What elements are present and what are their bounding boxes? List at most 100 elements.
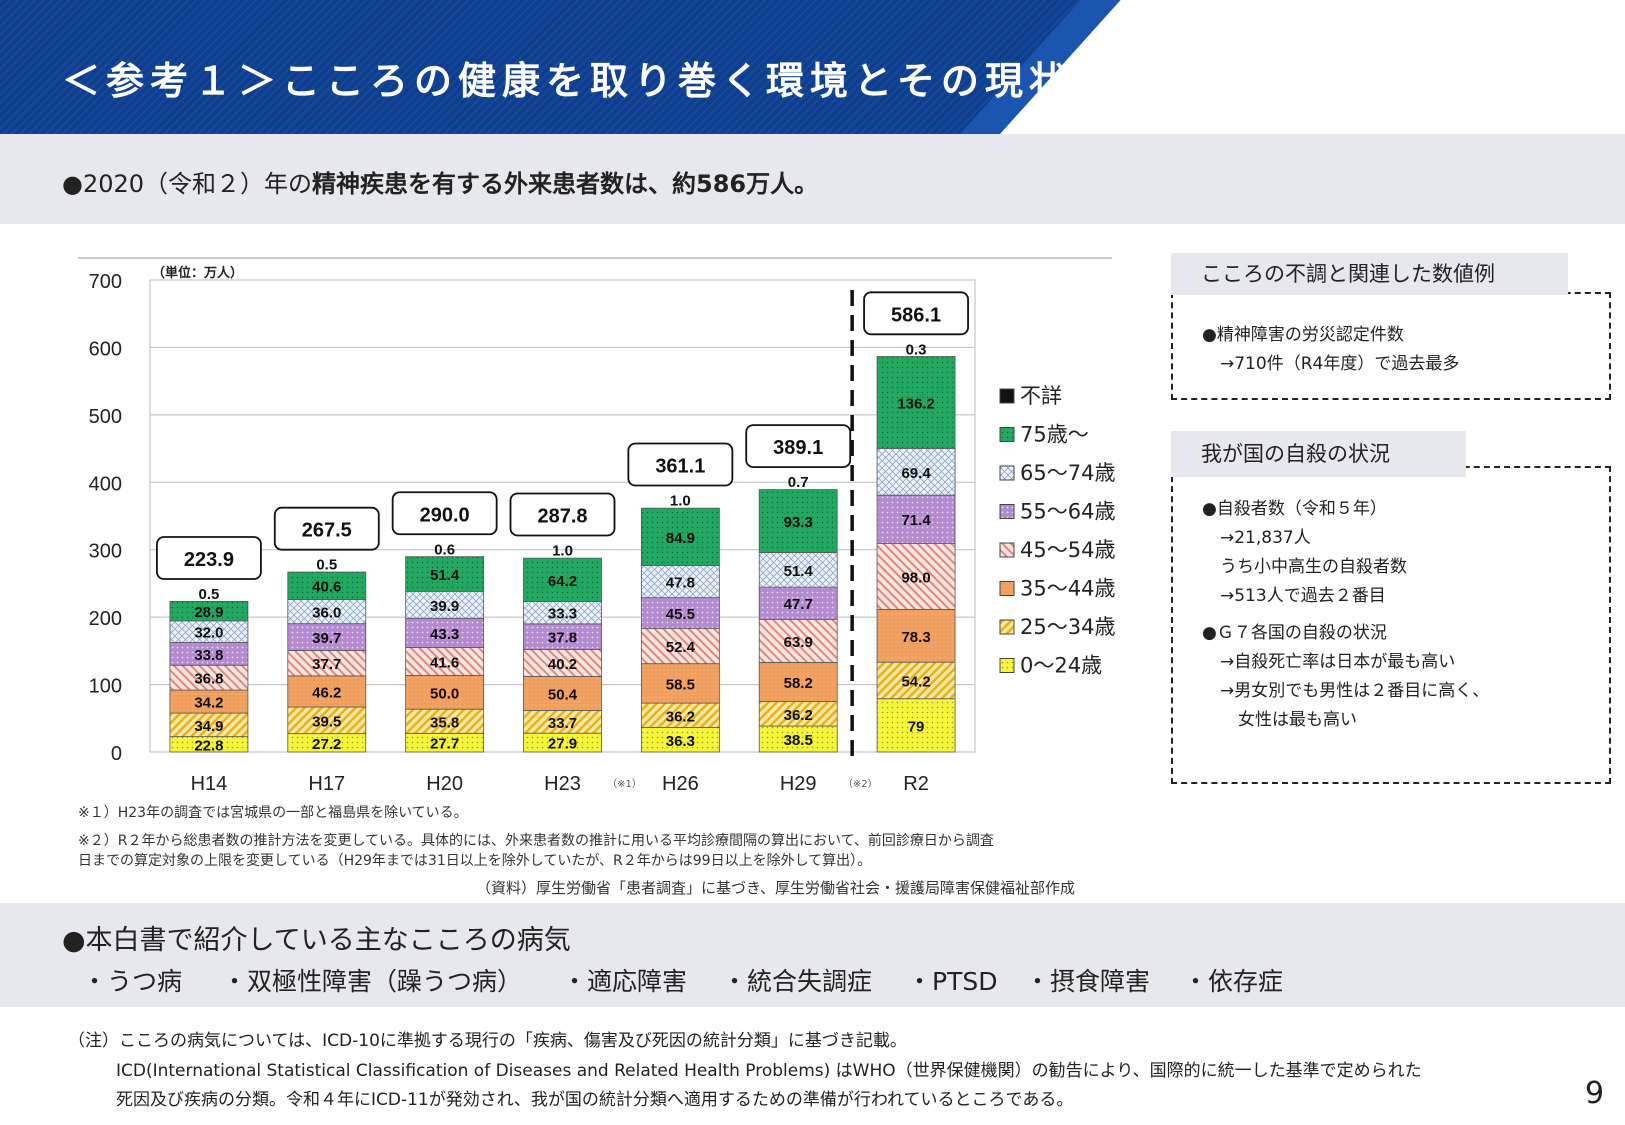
info-box-2-line-6: →自殺死亡率は日本が最も高い	[1220, 652, 1456, 672]
data-label: 0.5	[316, 557, 337, 574]
data-label: 36.2	[666, 708, 695, 725]
total-label: 361.1	[655, 456, 705, 478]
unit-label: （単位：万人）	[152, 265, 243, 281]
headline-pre: ●2020（令和２）年の	[62, 170, 313, 198]
total-callout	[273, 506, 380, 551]
footnote-1: ※１）H23年の調査では宮城県の一部と福島県を除いている。	[78, 805, 468, 821]
legend-swatch	[999, 581, 1015, 596]
footnote-2b: 日までの算定対象の上限を変更している（H29年までは31日以上を除外していたが、…	[78, 853, 872, 869]
data-label: 32.0	[194, 625, 223, 642]
total-callout	[509, 492, 616, 537]
data-label: 0.7	[788, 474, 809, 491]
data-label: 69.4	[901, 465, 931, 482]
data-label: 52.4	[666, 639, 696, 656]
data-label: 37.7	[312, 656, 341, 673]
data-label: 33.3	[548, 606, 577, 623]
bar-segment	[287, 706, 367, 735]
data-label: 84.9	[666, 530, 695, 547]
bar-segment	[758, 618, 838, 663]
data-label: 39.9	[430, 598, 459, 615]
bar-segment	[287, 571, 367, 600]
data-label: 40.2	[548, 656, 577, 673]
total-callout	[863, 291, 969, 336]
bar-segment	[405, 617, 485, 648]
bar-segment	[287, 675, 367, 708]
total-label: 586.1	[891, 304, 941, 326]
category-mark: （※1）	[607, 778, 642, 790]
data-label: 33.8	[194, 647, 223, 664]
data-label: 46.2	[312, 684, 341, 701]
bar-segment	[640, 727, 720, 753]
total-callout	[391, 491, 498, 536]
x-tick-label: H23	[544, 773, 581, 795]
disease-ptsd: ・PTSD	[907, 967, 998, 996]
data-label: 36.0	[312, 605, 341, 622]
bar-segment	[640, 702, 720, 728]
data-label: 58.2	[784, 675, 813, 692]
bar-segment	[758, 552, 838, 588]
legend-swatch	[999, 619, 1015, 635]
disease-dependence: ・依存症	[1183, 967, 1284, 996]
bar-segment	[287, 650, 367, 677]
info-box-2-line-1: ●自殺者数（令和５年）	[1202, 499, 1387, 519]
info-box-2-line-3: うち小中高生の自殺者数	[1220, 557, 1407, 577]
data-label: 47.8	[666, 575, 695, 592]
legend-swatch	[999, 542, 1015, 558]
category-mark: （※2）	[843, 778, 878, 790]
bar-segment	[405, 647, 485, 676]
data-label: 0.5	[198, 586, 219, 603]
data-label: 0.6	[434, 541, 455, 558]
y-tick-label: 100	[89, 676, 122, 698]
data-label: 136.2	[897, 395, 935, 412]
bar-segment	[876, 494, 956, 544]
bar-segment	[876, 542, 956, 610]
info-box-2-title: 我が国の自殺の状況	[1171, 431, 1466, 477]
data-label: 54.2	[901, 673, 930, 690]
bar-segment	[640, 507, 720, 566]
bar-segment	[876, 698, 956, 753]
data-label: 63.9	[784, 634, 813, 651]
data-label: 34.2	[194, 695, 223, 712]
data-label: 45.5	[666, 606, 695, 623]
data-label: 51.4	[784, 563, 814, 580]
y-tick-label: 700	[89, 271, 122, 293]
bar-segment	[758, 725, 838, 753]
y-tick-label: 500	[89, 406, 122, 428]
disease-adjustment: ・適応障害	[562, 967, 688, 996]
legend-label: 25～34歳	[1020, 615, 1115, 639]
legend-swatch	[999, 504, 1015, 519]
data-label: 58.5	[666, 676, 695, 693]
info-box-1-line-1: ●精神障害の労災認定件数	[1202, 325, 1404, 345]
disease-bipolar: ・双極性障害（躁うつ病）	[222, 967, 523, 996]
info-box-workers-comp	[1171, 292, 1611, 400]
bar-segment	[876, 356, 956, 449]
y-tick-label: 300	[89, 541, 122, 563]
data-label: 28.9	[194, 604, 223, 621]
legend-label: 0～24歳	[1020, 654, 1102, 678]
bar-segment	[523, 557, 602, 602]
header-banner	[0, 0, 1625, 134]
disease-eating: ・摂食障害	[1025, 967, 1151, 996]
legend-label: 45～54歳	[1020, 538, 1115, 562]
bar-segment	[523, 648, 602, 677]
bar-segment	[640, 627, 720, 665]
info-box-1-title: こころの不調と関連した数値例	[1171, 253, 1568, 295]
total-label: 223.9	[184, 549, 234, 571]
legend-label: 65～74歳	[1020, 461, 1115, 485]
bar-segment	[876, 447, 956, 496]
data-label: 93.3	[784, 514, 813, 531]
data-label: 1.0	[552, 542, 573, 559]
page-title: ＜参考１＞こころの健康を取り巻く環境とその現状	[62, 59, 1073, 103]
data-label: 40.6	[312, 579, 341, 596]
data-label: 50.4	[548, 686, 578, 703]
footnote-2a: ※２）R２年から総患者数の推計方法を変更している。具体的には、外来患者数の推計に…	[78, 833, 994, 849]
bar-segment	[876, 608, 956, 663]
legend-swatch	[999, 465, 1015, 481]
info-box-2-line-7: →男女別でも男性は２番目に高く、	[1220, 681, 1490, 701]
bar-segment	[169, 600, 249, 622]
data-label: 79	[908, 718, 925, 735]
data-label: 35.8	[430, 714, 459, 731]
legend-swatch	[999, 427, 1015, 442]
bar-segment	[287, 599, 367, 625]
y-tick-label: 400	[89, 473, 122, 495]
